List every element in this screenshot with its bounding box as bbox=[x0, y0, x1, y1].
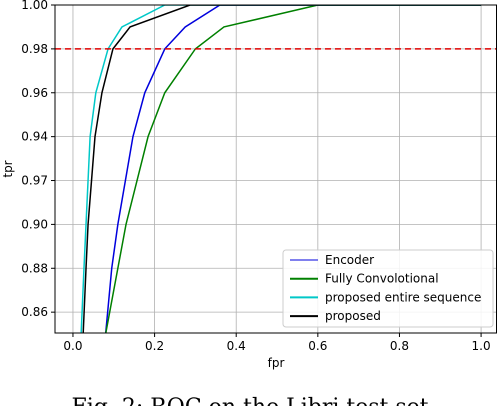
line-series bbox=[105, 5, 482, 333]
x-tick-label: 1.0 bbox=[472, 339, 491, 353]
x-axis-label: fpr bbox=[268, 356, 285, 370]
x-tick-label: 0.2 bbox=[145, 339, 164, 353]
line-series bbox=[80, 5, 482, 333]
plot-area bbox=[80, 5, 482, 333]
caption: Fig. 2: ROC on the Libri test set bbox=[71, 395, 428, 406]
legend-label: Encoder bbox=[325, 253, 374, 267]
y-tick-label: 1.00 bbox=[21, 0, 48, 12]
axes-frame bbox=[54, 4, 497, 334]
y-tick-label: 0.94 bbox=[21, 130, 48, 144]
y-tick-label: 0.88 bbox=[21, 261, 48, 275]
legend-box bbox=[282, 249, 494, 328]
x-tick-label: 0.8 bbox=[390, 339, 409, 353]
x-tick-label: 0.6 bbox=[308, 339, 327, 353]
line-series bbox=[82, 5, 482, 333]
legend-label: proposed bbox=[325, 309, 381, 323]
y-tick-label: 0.97 bbox=[21, 174, 48, 188]
y-tick-label: 0.98 bbox=[21, 42, 48, 56]
x-tick-label: 0.0 bbox=[63, 339, 82, 353]
y-tick-label: 0.86 bbox=[21, 305, 48, 319]
y-tick-label: 0.90 bbox=[21, 217, 48, 231]
legend-label: proposed entire sequence bbox=[325, 290, 481, 304]
line-series bbox=[104, 5, 482, 333]
y-axis-label: tpr bbox=[1, 160, 15, 177]
legend-label: Fully Convolotional bbox=[325, 272, 439, 286]
y-tick-label: 0.96 bbox=[21, 86, 48, 100]
x-tick-label: 0.4 bbox=[227, 339, 246, 353]
